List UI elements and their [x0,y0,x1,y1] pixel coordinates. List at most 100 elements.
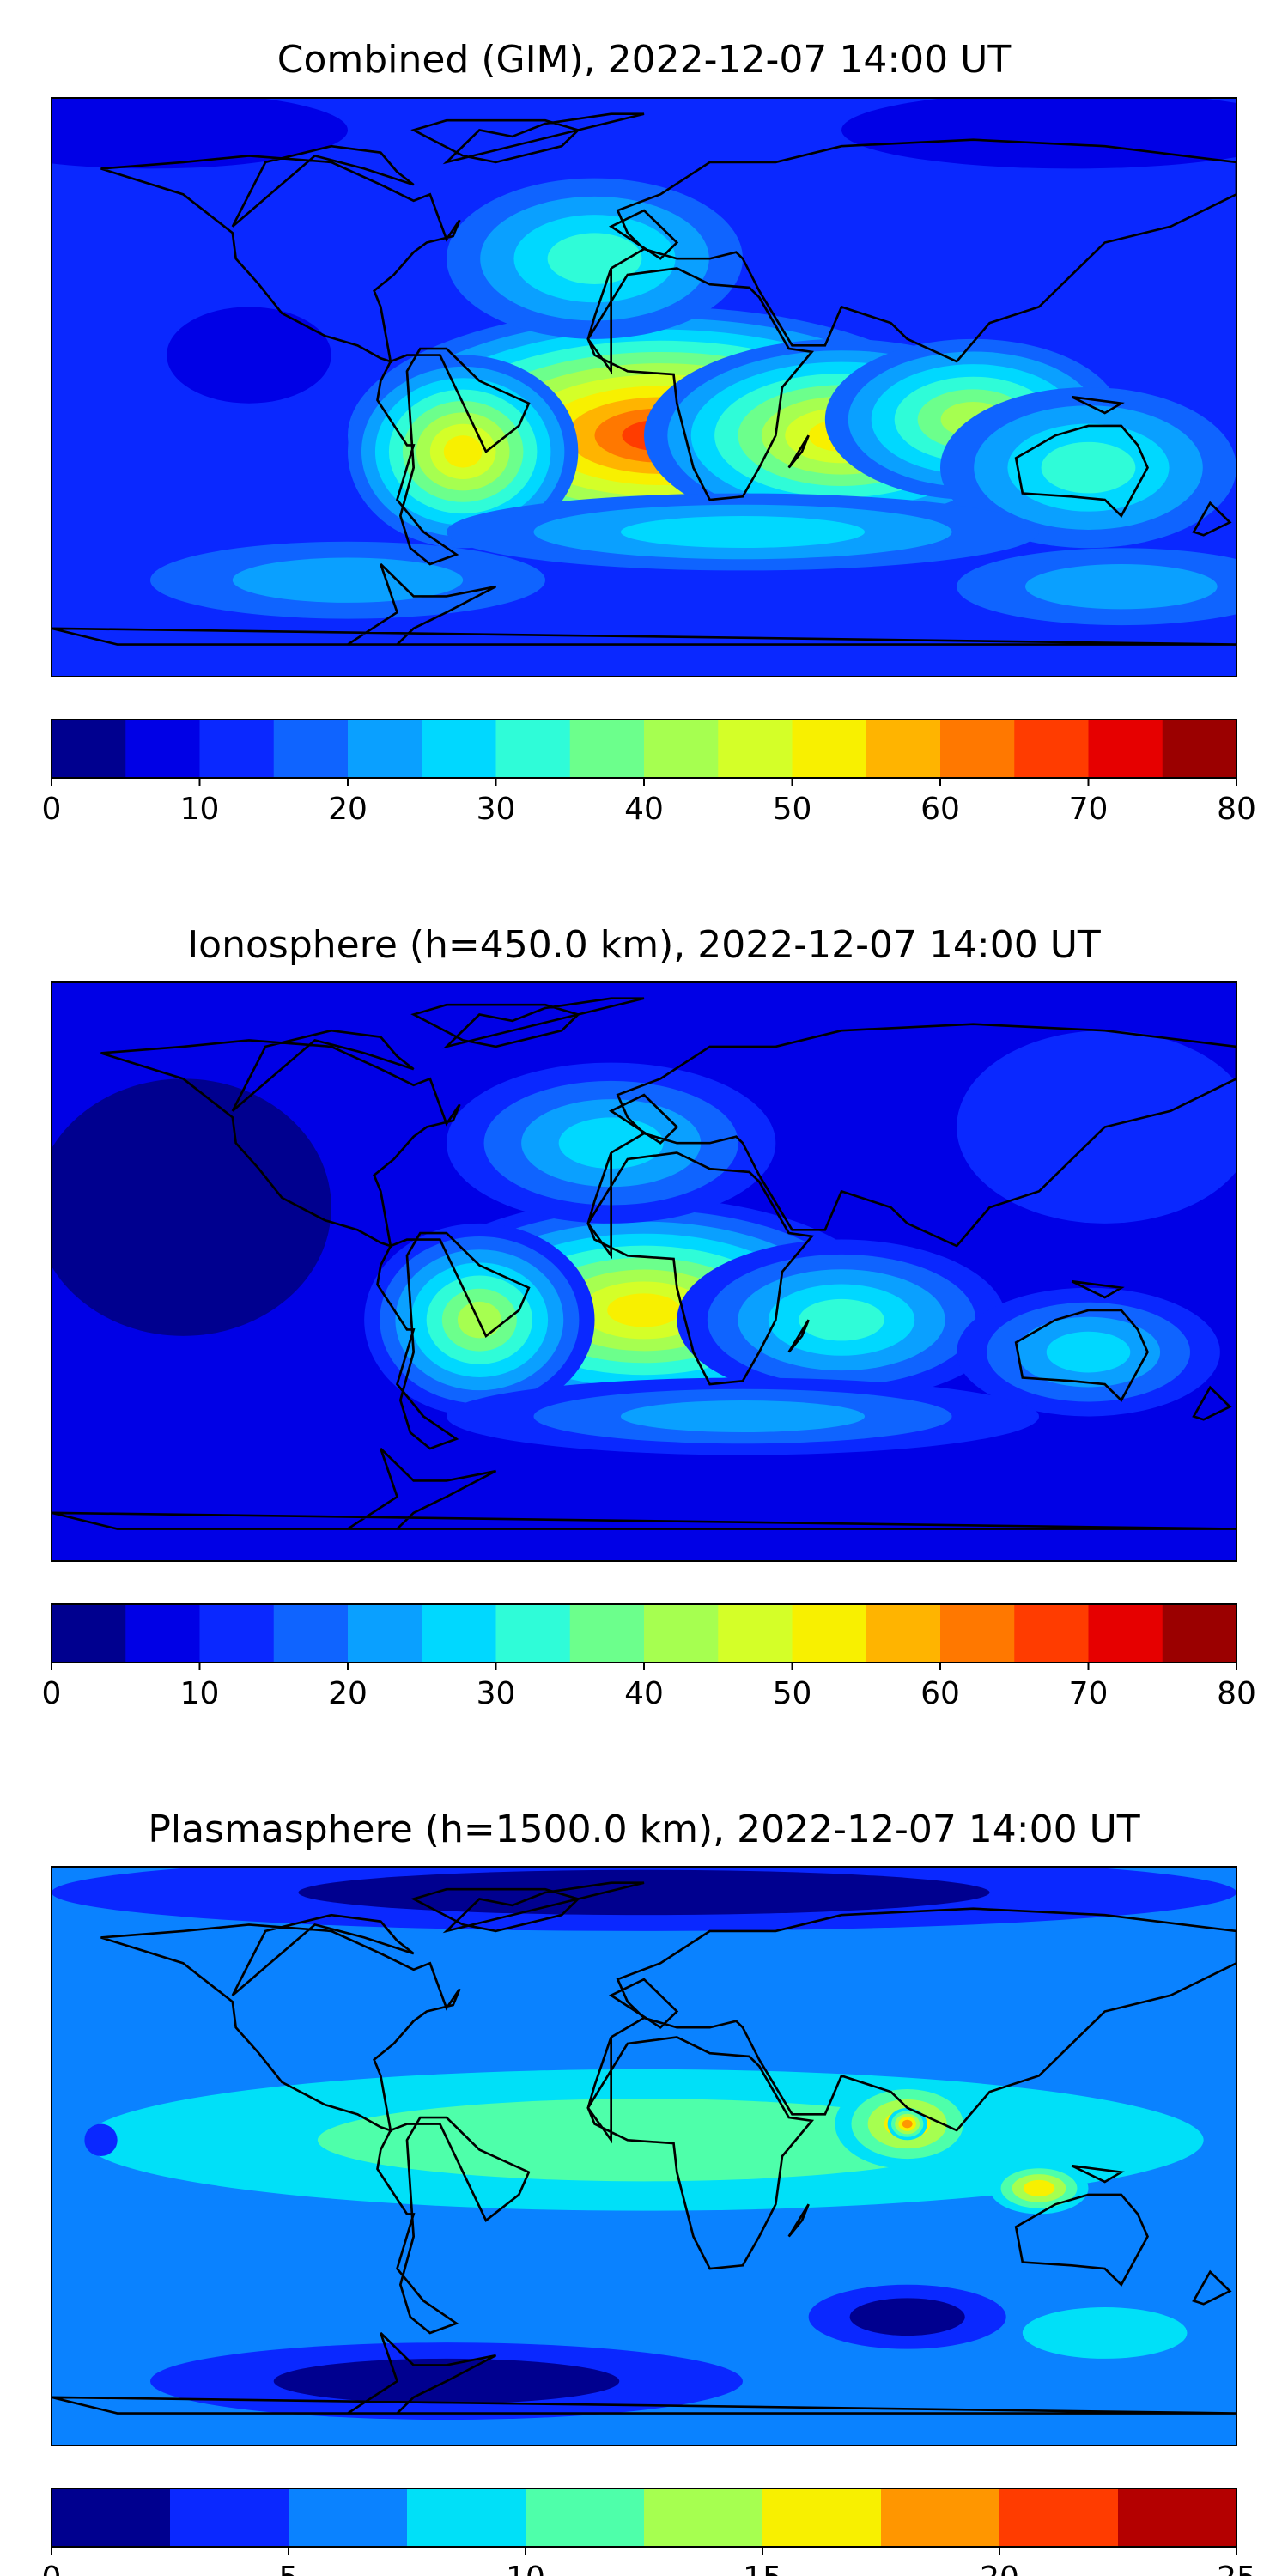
colorbar-bin-9 [1118,2488,1237,2547]
colorbar-tick-label: 5 [279,2561,299,2576]
colorbar-tick-label: 50 [773,1676,812,1711]
contour-feature-8-level-2 [298,1869,990,1916]
colorbar-tick-label: 40 [624,792,664,827]
colorbar-bin-12 [940,1604,1015,1662]
colorbar-tick-label: 0 [42,792,62,827]
colorbar-bin-12 [940,720,1015,778]
colorbar-bin-6 [495,1604,571,1662]
contour-feature-8-level-1 [841,98,1236,169]
panel-2-title: Ionosphere (h=450.0 km), 2022-12-07 14:0… [187,923,1101,967]
colorbar-bin-7 [881,2488,1000,2547]
colorbar-bin-2 [289,2488,408,2547]
colorbar-tick-label: 40 [624,1676,664,1711]
panel-3-title: Plasmasphere (h=1500.0 km), 2022-12-07 1… [148,1807,1140,1851]
colorbar-tick-label: 25 [1217,2561,1256,2576]
colorbar-bin-11 [866,1604,941,1662]
colorbar-bin-11 [866,720,941,778]
colorbar-bin-4 [526,2488,645,2547]
panel-2: 0 10 20 30 40 50 60 70 80 [42,981,1256,1711]
colorbar-tick-label: 60 [920,1676,960,1711]
colorbar-bin-4 [348,720,422,778]
colorbar-bin-14 [1088,1604,1163,1662]
colorbar-bin-14 [1088,720,1163,778]
colorbar-tick-label: 15 [743,2561,782,2576]
map-frame [51,1866,1237,2446]
colorbar-bin-15 [1162,1604,1237,1662]
contour-feature-3-level-4 [1046,1331,1131,1373]
panel-1: 0 10 20 30 40 50 60 70 80 [42,97,1256,827]
contour-feature-6-level-2 [849,2298,965,2336]
colorbar-bin-0 [52,1604,126,1662]
colorbar-bin-8 [644,1604,719,1662]
map-frame [51,97,1237,677]
colorbar-tick-label: 80 [1217,792,1256,827]
colorbar-tick-label: 80 [1217,1676,1256,1711]
colorbar-bin-15 [1162,720,1237,778]
contour-feature-4-level-4 [1041,441,1136,494]
colorbar-bin-4 [348,1604,422,1662]
contour-feature-2-level-8 [443,435,483,468]
map-1 [52,98,1236,677]
colorbar-bin-6 [495,720,571,778]
colorbar-bin-5 [422,1604,496,1662]
contour-feature-2-level-5 [902,2119,913,2129]
colorbar-tick-label: 10 [506,2561,545,2576]
panel-1-title: Combined (GIM), 2022-12-07 14:00 UT [276,38,1012,82]
colorbar-bin-7 [569,1604,645,1662]
contour-feature-6-level-1 [957,1030,1236,1224]
colorbar-tick-label: 70 [1069,792,1109,827]
contour-feature-2-level-5 [799,1298,884,1341]
contour-feature-7-level-1 [1022,2306,1188,2359]
colorbar-bin-1 [170,2488,289,2547]
map-frame [51,981,1237,1562]
colorbar-bin-10 [792,1604,867,1662]
colorbar-tick-label: 20 [980,2561,1019,2576]
colorbar-bin-3 [407,2488,526,2547]
colorbar-bin-7 [569,720,645,778]
colorbar-bin-8 [999,2488,1119,2547]
contour-feature-9-level-3 [620,515,866,549]
colorbar-bin-0 [52,720,126,778]
contour-feature-5-level-4 [547,233,642,285]
colorbar-bin-10 [792,720,867,778]
colorbar-tick-label: 30 [477,792,516,827]
colorbar-tick-label: 30 [477,1676,516,1711]
contour-feature-11-level-2 [1025,563,1218,610]
colorbar-bin-8 [644,720,719,778]
colorbar-tick-label: 60 [920,792,960,827]
colorbar-bin-3 [273,720,349,778]
contour-feature-7-level-3 [620,1400,866,1433]
colorbar-bin-2 [199,720,275,778]
colorbar-tick-label: 10 [180,792,220,827]
colorbar-tick-label: 0 [42,2561,62,2576]
colorbar-bin-3 [273,1604,349,1662]
colorbar-tick-label: 50 [773,792,812,827]
colorbar-1: 0 10 20 30 40 50 60 70 80 [42,719,1256,827]
colorbar-2: 0 10 20 30 40 50 60 70 80 [42,1603,1256,1711]
map-3 [52,1867,1236,2445]
colorbar-tick-label: 10 [180,1676,220,1711]
contour-feature-0-level-9 [607,1293,681,1327]
colorbar-bin-5 [422,720,496,778]
colorbar-tick-label: 20 [328,1676,368,1711]
contour-feature-4-level-1 [84,2123,118,2156]
colorbar-tick-label: 70 [1069,1676,1109,1711]
colorbar-bin-5 [644,2488,763,2547]
colorbar-tick-label: 20 [328,792,368,827]
colorbar-bin-2 [199,1604,275,1662]
colorbar-bin-6 [762,2488,882,2547]
contour-feature-4-level-4 [558,1117,664,1170]
contour-feature-5-level-1 [52,1078,331,1336]
contour-feature-7-level-1 [52,98,348,169]
colorbar-bin-9 [718,720,793,778]
contour-feature-3-level-4 [1023,2179,1055,2196]
colorbar-bin-1 [125,1604,200,1662]
colorbar-bin-13 [1014,1604,1089,1662]
contour-feature-10-level-2 [232,557,464,603]
colorbar-3: 0 5 10 15 20 25 [42,2488,1256,2576]
colorbar-tick-label: 0 [42,1676,62,1711]
colorbar-bin-9 [718,1604,793,1662]
colorbar-frame [51,2488,1237,2548]
colorbar-bin-13 [1014,720,1089,778]
